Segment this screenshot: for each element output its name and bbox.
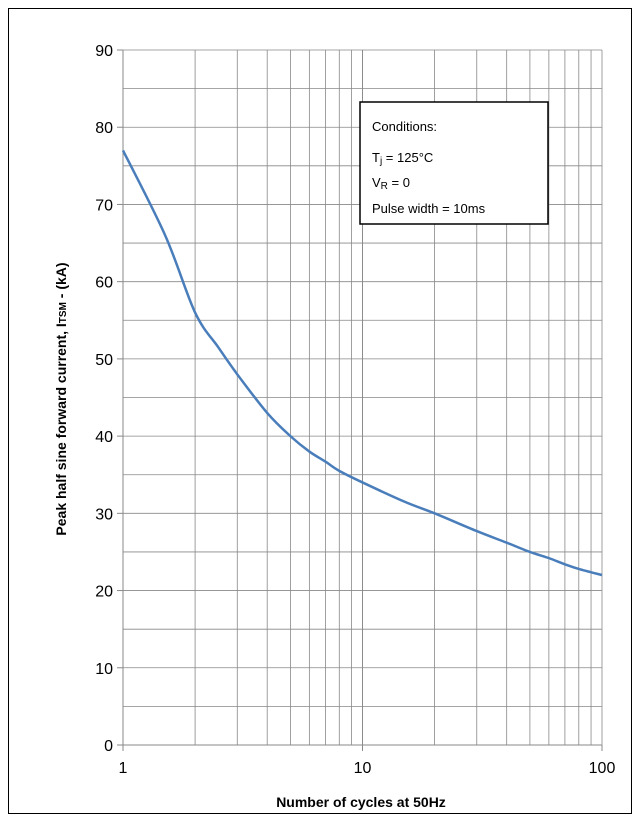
condition-vr: VR = 0 (372, 175, 410, 192)
series-line (121, 149, 603, 577)
y-tick-label: 10 (95, 661, 113, 678)
conditions-box: Conditions: Tj = 125°C VR = 0 Pulse widt… (359, 101, 549, 225)
y-tick-label: 20 (95, 584, 113, 601)
y-tick-labels: 0 10 20 30 40 50 60 70 80 90 (95, 43, 113, 755)
y-tick-label: 50 (95, 352, 113, 369)
x-tick-label: 1 (119, 760, 128, 777)
x-tick-label: 100 (589, 760, 616, 777)
y-axis-label-subscript: TSM (58, 302, 69, 323)
y-tick-label: 30 (95, 506, 113, 523)
y-tick-label: 60 (95, 275, 113, 292)
axes (117, 49, 603, 751)
y-tick-label: 0 (104, 738, 113, 755)
y-tick-label: 80 (95, 120, 113, 137)
y-tick-label: 40 (95, 429, 113, 446)
y-tick-label: 70 (95, 197, 113, 214)
x-axis-label: Number of cycles at 50Hz (276, 794, 446, 810)
series-lines (121, 149, 603, 577)
y-tick-label: 90 (95, 43, 113, 60)
x-tick-label: 10 (354, 760, 372, 777)
y-axis-label: Peak half sine forward current, ITSM - (… (53, 262, 69, 535)
x-tick-labels: 1 10 100 (119, 760, 616, 777)
condition-tj: Tj = 125°C (372, 150, 433, 167)
condition-pulse-width: Pulse width = 10ms (372, 201, 486, 216)
conditions-heading: Conditions: (372, 119, 437, 134)
